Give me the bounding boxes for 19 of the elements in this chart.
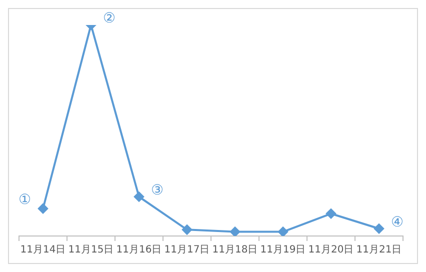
point bbox=[326, 208, 336, 219]
x-tick-label: 11月21日 bbox=[356, 244, 402, 256]
point bbox=[278, 226, 288, 236]
annotation: ② bbox=[103, 10, 116, 27]
point bbox=[230, 226, 240, 236]
point bbox=[38, 204, 48, 214]
x-tick-label: 11月19日 bbox=[260, 244, 306, 256]
point bbox=[182, 224, 192, 235]
annotation: ③ bbox=[151, 182, 164, 198]
x-tick-label: 11月18日 bbox=[212, 244, 258, 256]
x-tick-label: 11月16日 bbox=[116, 244, 162, 256]
x-tick-label: 11月20日 bbox=[308, 244, 354, 256]
x-tick-label: 11月15日 bbox=[68, 244, 114, 256]
point bbox=[374, 224, 384, 234]
annotation: ① bbox=[18, 192, 31, 208]
annotation: ④ bbox=[391, 214, 404, 230]
x-tick-label: 11月17日 bbox=[164, 244, 210, 256]
point bbox=[134, 192, 144, 202]
x-tick-label: 11月14日 bbox=[20, 244, 66, 256]
